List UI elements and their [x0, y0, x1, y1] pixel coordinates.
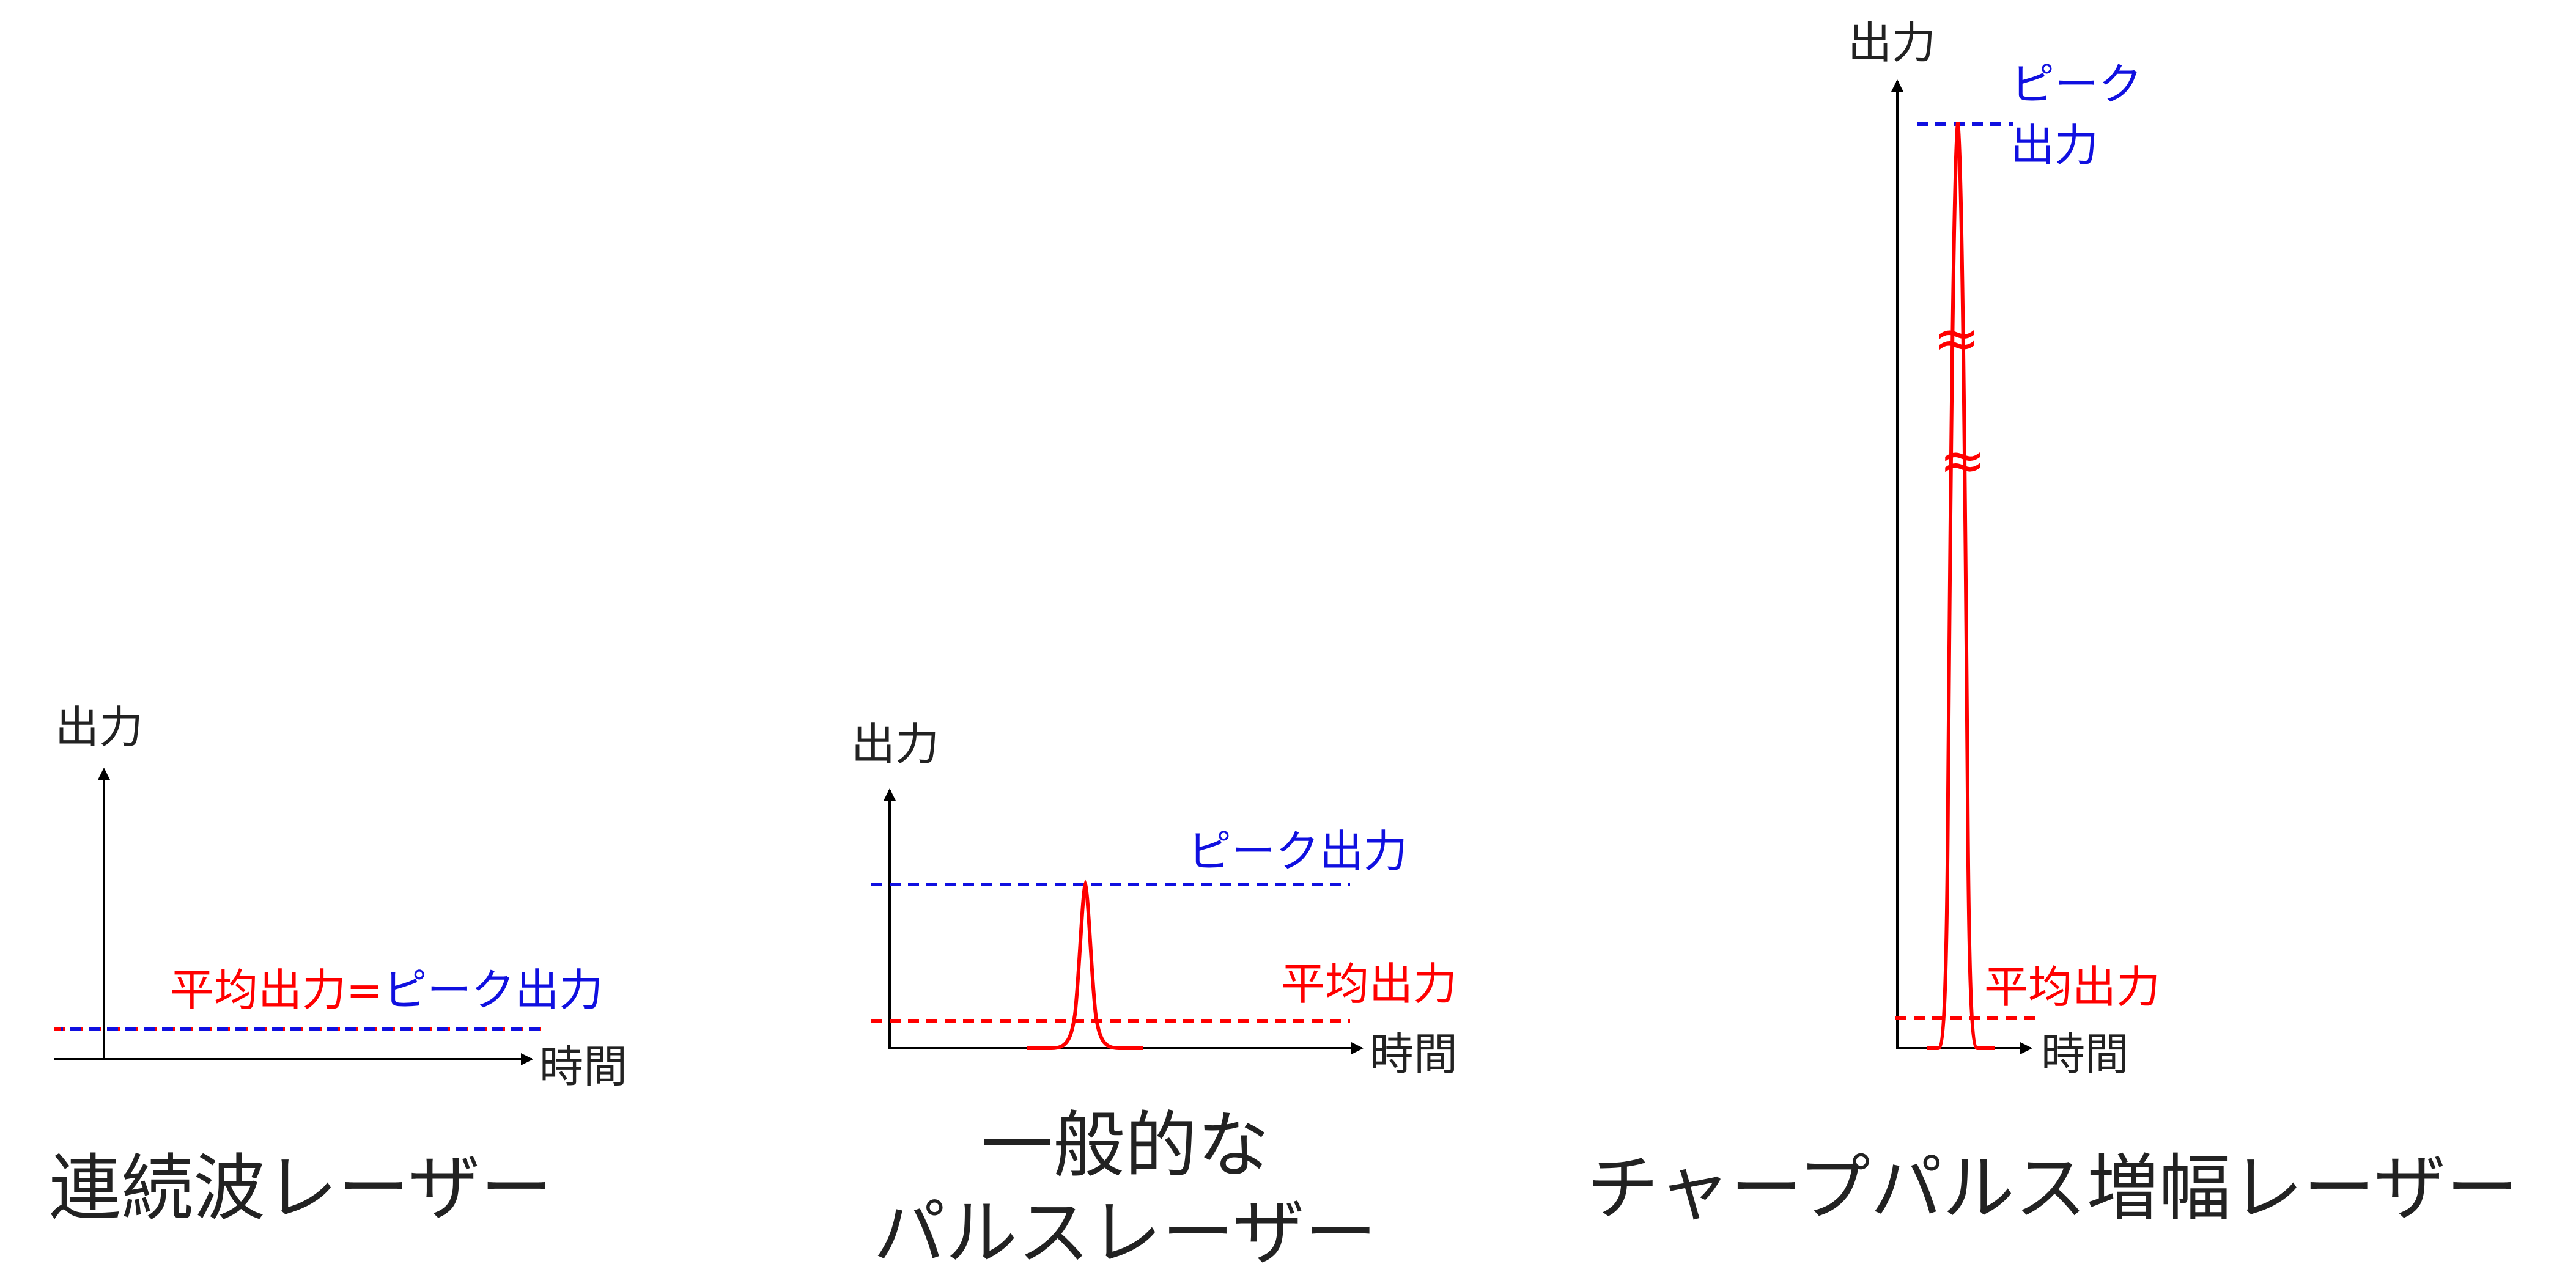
peak-output-text: ピーク出力	[383, 965, 603, 1016]
average-equals-peak-label: 平均出力=ピーク出力	[170, 965, 603, 1016]
panel-cpa-laser: 出力 時間 ≈ ≈ ピーク 出力 平均出力 チャープパルス増幅レーザー	[1587, 17, 2518, 1230]
x-axis-label: 時間	[539, 1041, 627, 1092]
average-output-text: 平均出力	[170, 965, 346, 1016]
y-axis-label: 出力	[55, 702, 143, 753]
panel-pulsed-laser: 出力 時間 ピーク出力 平均出力 一般的な パルスレーザー	[851, 719, 1458, 1275]
x-axis-label: 時間	[1370, 1029, 1458, 1080]
y-axis-label: 出力	[1848, 17, 1936, 68]
y-axis-label: 出力	[851, 719, 939, 770]
pulse-waveform	[1927, 122, 1995, 1050]
axis-break-mark: ≈	[1933, 306, 1980, 371]
x-axis-label: 時間	[2041, 1029, 2129, 1080]
panel-title: チャープパルス増幅レーザー	[1587, 1146, 2518, 1230]
peak-output-label: ピーク出力	[1187, 826, 1408, 877]
pulse-waveform	[1027, 879, 1143, 1050]
panel-title-line1: 一般的な	[981, 1103, 1269, 1188]
average-output-label: 平均出力	[1281, 958, 1457, 1010]
peak-output-label-line2: 出力	[2010, 120, 2098, 171]
axis-break-mark: ≈	[1939, 428, 1986, 493]
average-output-label: 平均出力	[1984, 961, 2160, 1013]
panel-continuous-wave: 出力 時間 平均出力=ピーク出力 連続波レーザー	[49, 702, 627, 1230]
panel-title: 連続波レーザー	[49, 1146, 553, 1230]
panel-title-line2: パルスレーザー	[873, 1191, 1377, 1275]
peak-output-label-line1: ピーク	[2010, 59, 2142, 110]
equals-sign: =	[346, 965, 383, 1016]
